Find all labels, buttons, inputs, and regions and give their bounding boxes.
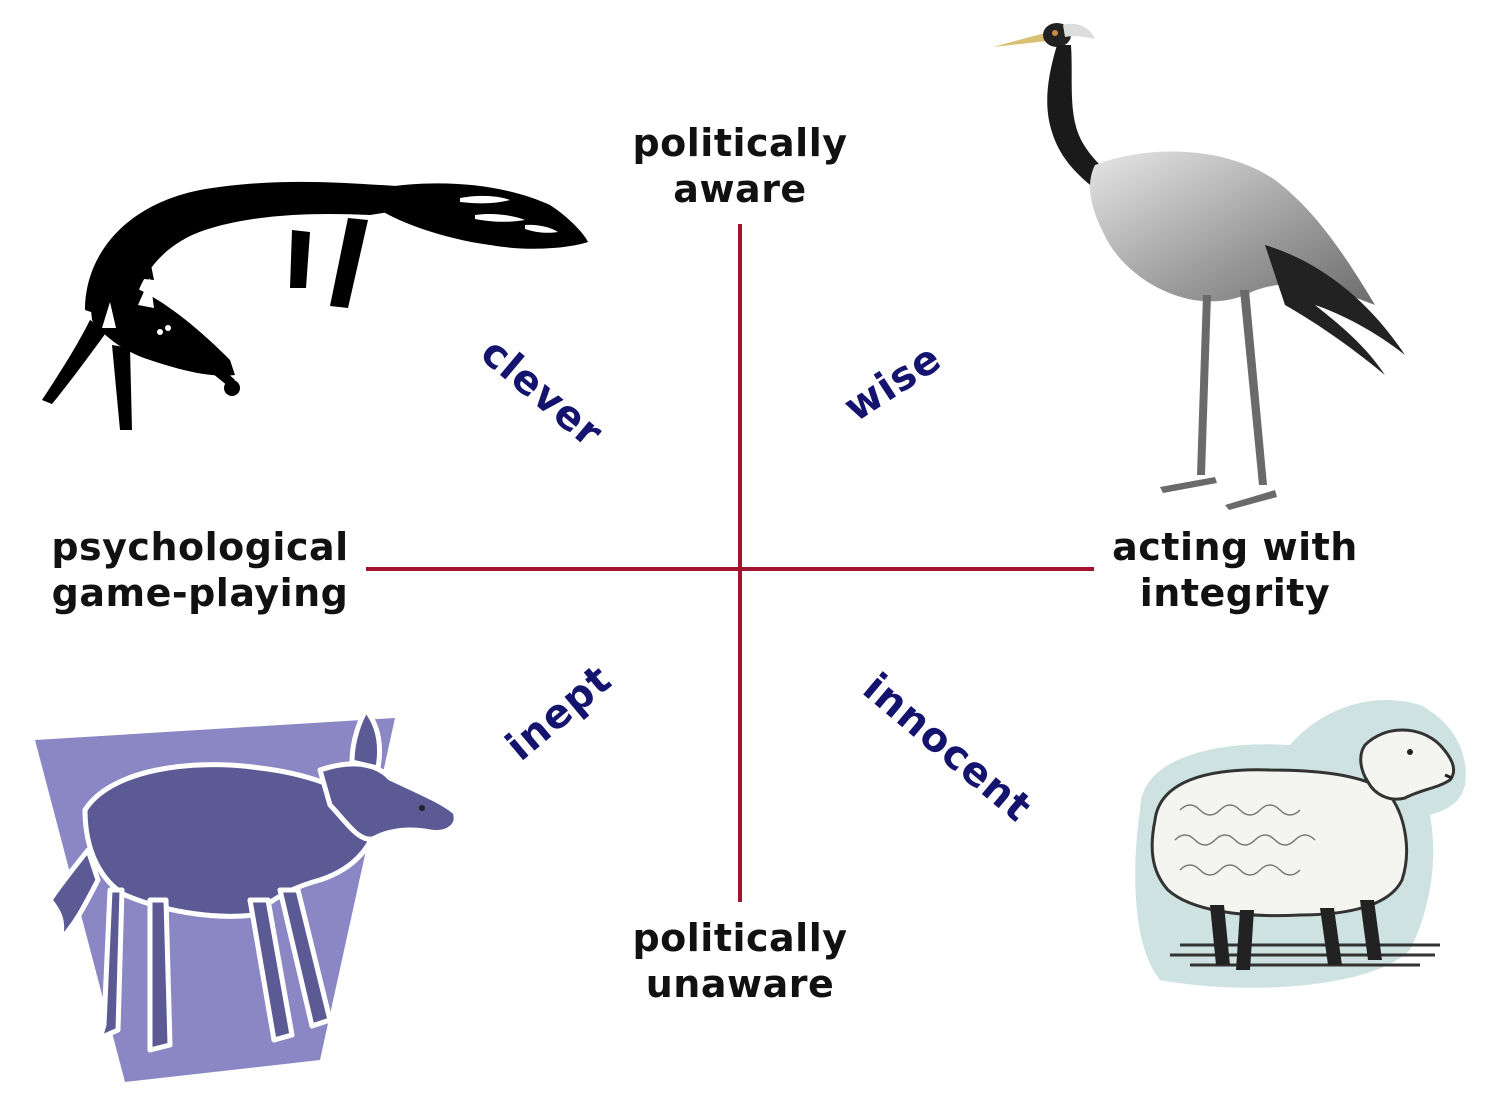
axis-label-left-line1: psychological xyxy=(51,525,349,569)
quadrant-label-wise: wise xyxy=(835,334,950,432)
axis-label-right-line1: acting with xyxy=(1112,525,1358,569)
quadrant-label-inept: inept xyxy=(497,656,621,770)
sheep-icon xyxy=(1135,699,1466,988)
fox-icon xyxy=(42,181,588,430)
axis-label-bottom-line1: politically xyxy=(632,916,848,960)
crane-icon xyxy=(993,23,1405,510)
axis-label-left-line2: game-playing xyxy=(51,571,349,615)
quadrant-label-innocent: innocent xyxy=(854,664,1041,832)
donkey-icon xyxy=(35,707,459,1082)
axis-label-left: psychological game-playing xyxy=(40,524,360,616)
axis-label-right-line2: integrity xyxy=(1139,571,1331,615)
axis-label-bottom: politically unaware xyxy=(590,915,890,1007)
vertical-axis-line xyxy=(738,224,742,902)
axis-label-right: acting with integrity xyxy=(1090,524,1380,616)
axis-label-top: politically aware xyxy=(590,120,890,212)
axis-label-top-line2: aware xyxy=(673,167,807,211)
axis-label-top-line1: politically xyxy=(632,121,848,165)
horizontal-axis-line xyxy=(366,567,1094,571)
axis-label-bottom-line2: unaware xyxy=(645,962,835,1006)
